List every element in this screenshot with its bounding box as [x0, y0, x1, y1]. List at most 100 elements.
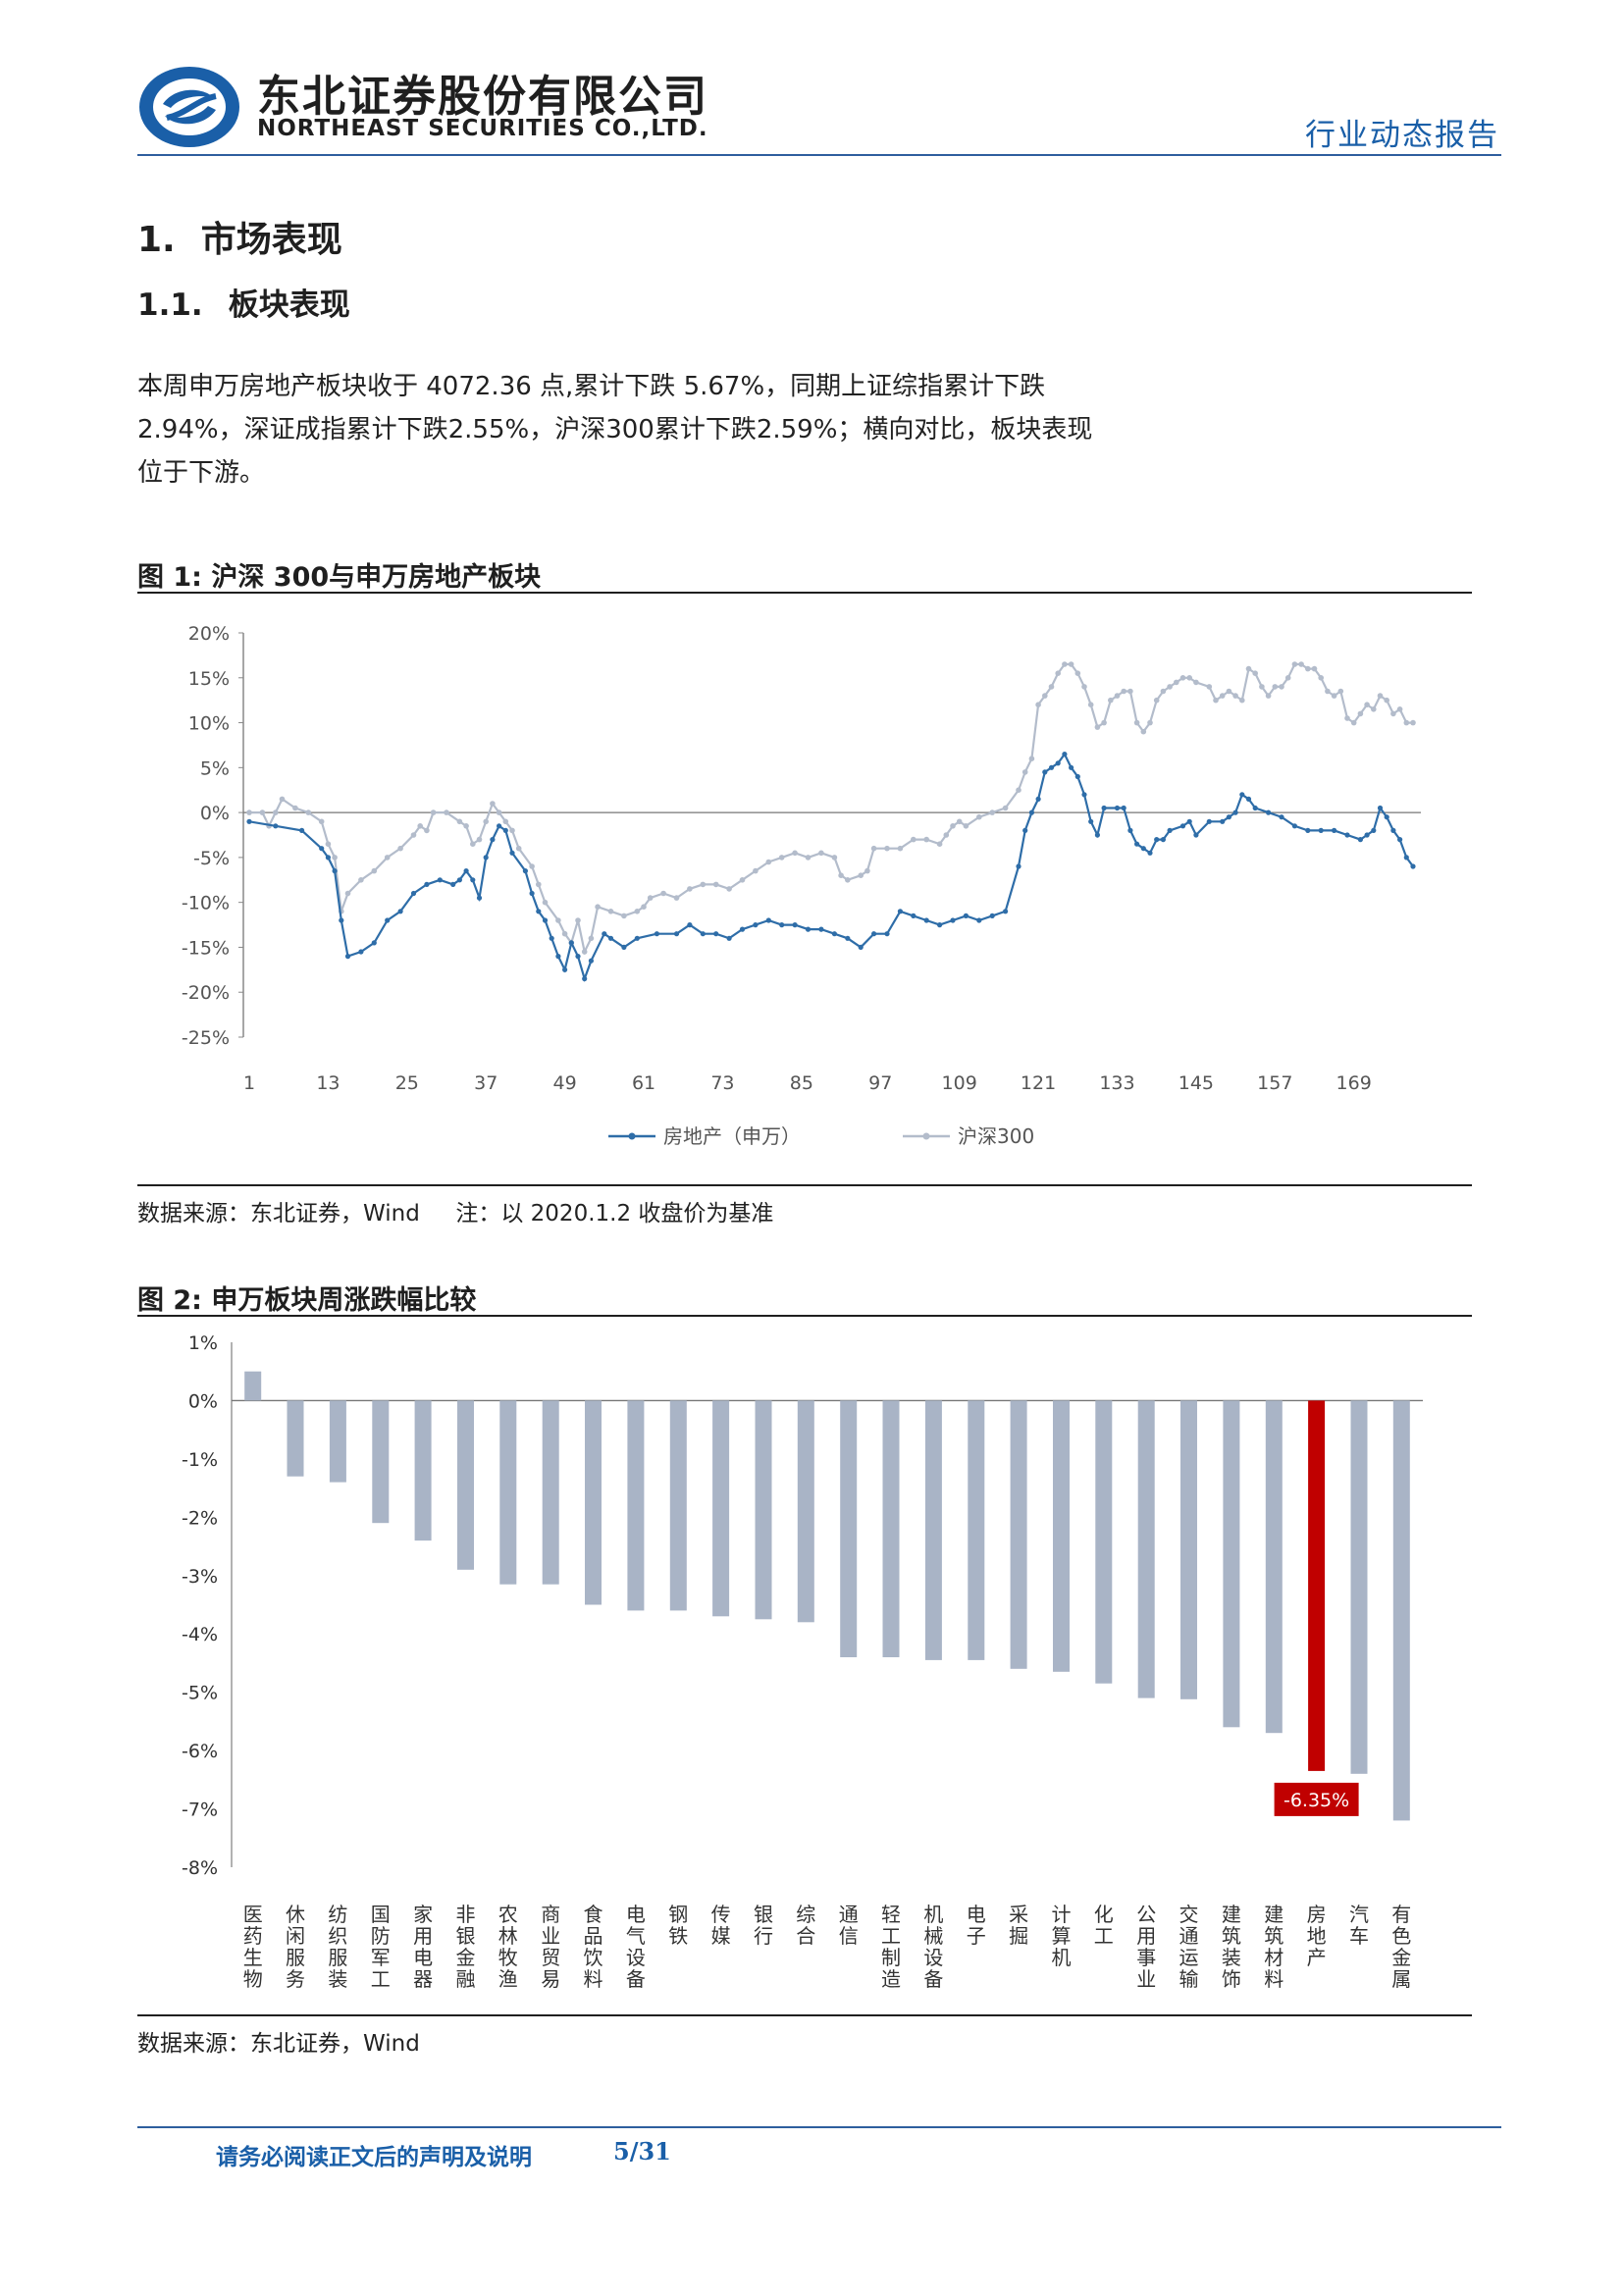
data-point-hs300 — [1213, 697, 1219, 704]
data-point-hs300 — [870, 845, 877, 852]
data-point-property — [884, 931, 890, 937]
data-point-hs300 — [259, 809, 266, 815]
section-number: 1. — [137, 220, 176, 260]
data-point-hs300 — [1232, 693, 1238, 699]
data-point-hs300 — [1325, 688, 1331, 695]
data-point-hs300 — [647, 895, 654, 901]
data-point-property — [542, 917, 549, 923]
y-tick-label: -1% — [182, 1449, 218, 1471]
x-category-label: 商业贸易 — [541, 1903, 560, 1991]
footer-divider — [137, 2126, 1501, 2128]
data-point-property — [536, 909, 542, 914]
data-point-hs300 — [588, 935, 595, 942]
bar — [1137, 1400, 1155, 1698]
data-point-property — [1364, 832, 1370, 838]
data-point-property — [1232, 809, 1238, 815]
data-point-property — [779, 922, 785, 928]
data-point-hs300 — [555, 917, 561, 923]
series-line-property — [248, 752, 1414, 983]
data-point-property — [897, 909, 904, 914]
x-category-label: 轻工制造 — [881, 1903, 901, 1991]
data-point-hs300 — [838, 872, 844, 878]
data-point-hs300 — [1042, 693, 1048, 699]
data-point-hs300 — [1291, 661, 1298, 667]
data-point-hs300 — [476, 836, 483, 843]
bar — [669, 1400, 687, 1611]
data-point-property — [950, 917, 956, 923]
y-tick-label: -2% — [182, 1507, 218, 1529]
bar — [1265, 1400, 1283, 1734]
data-point-hs300 — [1219, 693, 1226, 699]
x-category-label: 农林牧渔 — [498, 1903, 518, 1991]
legend-swatch-marker — [628, 1132, 636, 1140]
data-point-property — [1318, 827, 1324, 833]
data-point-property — [963, 913, 969, 918]
data-point-property — [1344, 832, 1350, 838]
data-point-hs300 — [1377, 693, 1384, 699]
x-category-label: 化工 — [1094, 1903, 1114, 1948]
x-tick-label: 25 — [395, 1072, 419, 1094]
data-point-hs300 — [1140, 728, 1147, 735]
data-point-hs300 — [581, 949, 588, 955]
data-point-property — [805, 926, 812, 932]
data-point-hs300 — [1357, 710, 1364, 717]
data-point-hs300 — [463, 823, 469, 829]
data-point-property — [1074, 773, 1080, 780]
data-point-property — [246, 818, 252, 824]
data-point-property — [1003, 909, 1009, 914]
data-point-property — [1279, 814, 1284, 820]
data-point-property — [753, 922, 759, 928]
y-tick-label: 5% — [200, 757, 230, 779]
data-point-property — [299, 827, 305, 833]
bar — [287, 1400, 304, 1477]
x-category-label: 纺织服装 — [328, 1903, 347, 1991]
y-tick-label: 15% — [188, 668, 230, 690]
data-point-hs300 — [950, 823, 956, 829]
x-tick-label: 145 — [1179, 1072, 1214, 1094]
data-point-property — [1266, 809, 1272, 815]
data-point-property — [522, 868, 528, 874]
data-point-hs300 — [1167, 684, 1173, 690]
x-category-label: 非银金融 — [456, 1903, 476, 1991]
data-point-property — [673, 931, 680, 937]
y-tick-label: 10% — [188, 713, 230, 735]
x-category-label: 建筑材料 — [1264, 1903, 1283, 1991]
bar — [457, 1400, 474, 1570]
bar-highlight — [1308, 1400, 1326, 1771]
data-point-hs300 — [621, 913, 627, 919]
data-point-hs300 — [1028, 756, 1035, 761]
highlight-data-label: -6.35% — [1283, 1790, 1349, 1811]
data-point-hs300 — [1055, 670, 1061, 676]
data-point-hs300 — [246, 809, 252, 815]
data-point-hs300 — [1226, 688, 1232, 695]
figure-2-source: 数据来源：东北证券，Wind — [137, 2031, 420, 2057]
data-point-hs300 — [1311, 665, 1318, 672]
y-tick-label: -25% — [182, 1027, 230, 1049]
data-point-hs300 — [515, 845, 522, 852]
data-point-property — [437, 877, 443, 883]
data-point-hs300 — [1403, 719, 1410, 726]
data-point-property — [385, 917, 391, 923]
y-tick-label: -5% — [193, 848, 230, 869]
data-point-hs300 — [332, 855, 338, 861]
data-point-property — [1305, 827, 1311, 833]
data-point-property — [1332, 827, 1337, 833]
data-point-hs300 — [1002, 805, 1009, 811]
bar — [1180, 1400, 1197, 1699]
bar — [585, 1400, 602, 1605]
data-point-hs300 — [1245, 665, 1252, 672]
data-point-property — [588, 958, 594, 964]
data-point-property — [1206, 818, 1212, 824]
data-point-hs300 — [273, 809, 279, 815]
data-point-hs300 — [1206, 684, 1213, 690]
bar — [968, 1400, 985, 1660]
x-tick-label: 1 — [243, 1072, 255, 1094]
x-tick-label: 109 — [942, 1072, 977, 1094]
x-tick-label: 73 — [710, 1072, 734, 1094]
data-point-property — [1239, 792, 1245, 798]
data-point-hs300 — [371, 867, 378, 874]
data-point-property — [845, 935, 851, 941]
data-point-property — [1371, 827, 1377, 833]
bar — [372, 1400, 390, 1524]
data-point-hs300 — [444, 809, 449, 815]
